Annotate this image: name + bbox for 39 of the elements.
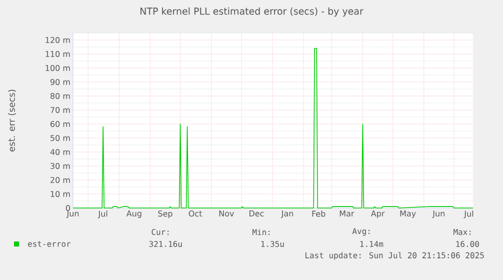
y-tick-label: 70 m <box>50 106 70 114</box>
y-tick-label: 100 m <box>46 64 70 72</box>
text: Min: <box>252 228 270 236</box>
y-tick-label: 0 <box>66 204 70 212</box>
x-tick-label: Jun <box>66 210 79 218</box>
text: 1.35u <box>261 240 284 248</box>
y-tick-label: 80 m <box>50 92 70 100</box>
x-tick-label: Jul <box>464 210 474 218</box>
legend-label: est-error <box>28 241 71 247</box>
x-tick-label: May <box>400 210 416 218</box>
x-tick-label: Jul <box>98 210 108 218</box>
text: Avg: <box>352 228 370 236</box>
x-tick-label: Jun <box>432 210 444 218</box>
x-tick-label: Apr <box>370 210 385 218</box>
x-tick-label: Nov <box>219 210 234 216</box>
y-tick-label: 90 m <box>50 78 70 86</box>
text: Cur: <box>152 228 169 236</box>
y-tick-label: 110 m <box>46 50 70 58</box>
text: 321.16u <box>149 240 182 248</box>
x-tick-label: Dec <box>250 210 264 216</box>
x-tick-label: Mar <box>340 210 354 216</box>
x-tick-label: Feb <box>312 210 326 217</box>
x-tick-label: Aug <box>126 210 142 218</box>
y-tick-label: 50 m <box>50 134 70 142</box>
y-tick-label: 20 m <box>50 176 70 184</box>
y-tick-label: 30 m <box>50 162 70 170</box>
y-tick-label: 40 m <box>50 148 70 156</box>
y-tick-label: 120 m <box>46 36 70 44</box>
x-tick-label: Jan <box>280 210 294 218</box>
text: 16.00 <box>456 240 479 248</box>
x-tick-label: Oct <box>188 210 202 217</box>
y-axis-title: est. err (secs) <box>8 90 16 152</box>
text: Last update: Sun Jul 20 21:15:06 2025 <box>306 252 484 260</box>
x-tick-label: Sep <box>158 210 172 218</box>
chart-title: NTP kernel PLL estimated error (secs) - by year <box>140 7 364 17</box>
y-tick-label: 10 m <box>50 190 70 198</box>
y-tick-label: 60 m <box>50 120 70 128</box>
text: 1.14m <box>360 241 384 247</box>
text: Max: <box>454 229 471 235</box>
